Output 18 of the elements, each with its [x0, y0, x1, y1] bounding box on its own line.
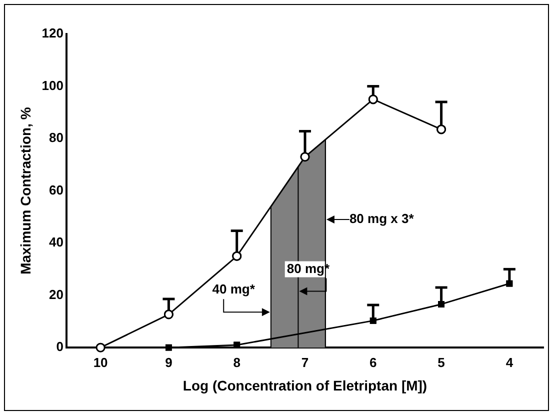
- y-tick-label: 20: [49, 286, 64, 302]
- y-tick-label: 0: [56, 339, 64, 354]
- x-tick-label: 6: [370, 354, 377, 370]
- x-tick-label: 7: [301, 354, 309, 370]
- y-tick-label: 60: [49, 182, 64, 198]
- y-tick-label: 40: [49, 234, 64, 250]
- x-tick-label: 9: [165, 354, 172, 370]
- x-tick-label: 5: [438, 354, 445, 370]
- x-tick-label: 10: [93, 354, 108, 370]
- y-tick-label: 120: [42, 26, 64, 41]
- x-axis-title: Log (Concentration of Eletriptan [M]): [182, 377, 428, 394]
- x-tick-label: 4: [506, 354, 514, 370]
- ref-line-label: 80 mg x 3*: [349, 211, 415, 226]
- y-tick-label: 100: [42, 78, 64, 93]
- y-axis-title: Maximum Contraction, %: [17, 106, 34, 274]
- ref-line-label: 40 mg*: [212, 282, 256, 297]
- y-tick-label: 80: [49, 130, 64, 146]
- x-tick-label: 8: [233, 354, 240, 370]
